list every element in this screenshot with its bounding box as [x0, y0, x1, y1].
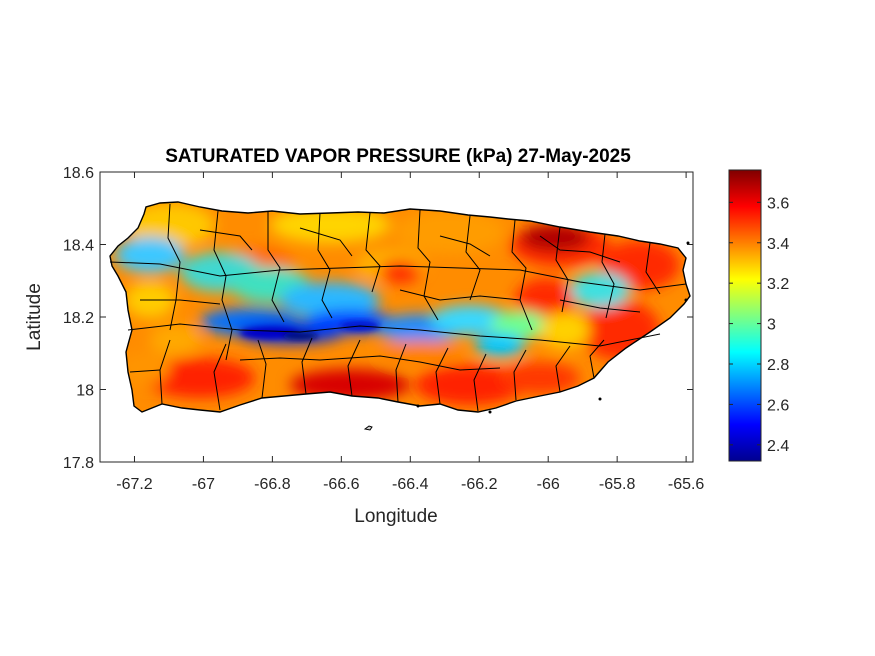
field-patch: [540, 312, 590, 348]
x-axis-label: Longitude: [354, 506, 437, 527]
municipality-boundary: [559, 299, 641, 313]
municipality-boundary: [301, 337, 313, 395]
field-patch: [380, 260, 420, 284]
field-patch: [500, 362, 580, 394]
colorbar: 3.6 3.4 3.2 3 2.8 2.6 2.4: [728, 169, 789, 462]
field-patch: [270, 207, 390, 243]
municipality-boundary: [399, 289, 521, 301]
field-patch: [145, 358, 255, 398]
colorbar-ticks: 3.6 3.4 3.2 3 2.8 2.6 2.4: [729, 195, 789, 455]
offshore-islets: [363, 241, 690, 431]
y-tick-label: 17.8: [63, 455, 94, 472]
field-patch: [120, 352, 170, 384]
x-tick-label: -66: [537, 476, 560, 493]
colorbar-tick-label: 2.8: [767, 357, 789, 374]
island-coastline: [109, 201, 691, 413]
field-patch: [490, 311, 550, 339]
field-patch: [395, 210, 505, 254]
municipality-boundary: [539, 235, 621, 263]
x-tick-label: -65.8: [599, 476, 636, 493]
coastal-islet: [416, 404, 420, 408]
colorbar-gradient: [728, 169, 762, 462]
municipality-boundary: [129, 369, 161, 373]
x-tick-label: -66.2: [461, 476, 498, 493]
colorbar-tick-label: 3.6: [767, 195, 789, 212]
field-patch: [475, 333, 525, 357]
municipality-boundary: [199, 229, 253, 251]
x-tick-label: -66.6: [323, 476, 360, 493]
islet-caja-de-muertos: [363, 425, 373, 431]
field-patch: [570, 272, 630, 308]
map-panel: [99, 171, 694, 463]
field-patch: [430, 305, 510, 335]
x-tick-label: -67: [192, 476, 215, 493]
field-patch: [380, 340, 460, 364]
x-tick-label: -66.8: [254, 476, 291, 493]
municipality-boundary: [267, 212, 285, 323]
municipality-boundary: [435, 347, 449, 405]
municipality-boundary: [555, 226, 569, 313]
x-axis-ticks: -67.2 -67 -66.8 -66.6 -66.4 -66.2 -66 -65.8 -65.…: [116, 172, 704, 493]
y-tick-label: 18.4: [63, 238, 94, 255]
municipality-boundary: [555, 345, 571, 393]
municipality-boundary: [347, 339, 361, 397]
y-tick-label: 18: [76, 383, 94, 400]
municipality-boundary: [167, 203, 181, 331]
field-patch: [115, 237, 185, 273]
coastal-islet: [598, 397, 602, 401]
municipality-boundary: [417, 209, 439, 321]
municipality-boundary: [109, 261, 687, 291]
municipality-boundary: [465, 215, 481, 301]
municipality-boundary: [213, 210, 233, 361]
y-axis-ticks: 18.6 18.4 18.2 18 17.8: [63, 165, 693, 472]
field-patch: [515, 278, 575, 322]
municipality-boundary: [601, 233, 615, 319]
colorbar-tick-label: 2.4: [767, 438, 789, 455]
field-patch: [125, 203, 215, 247]
y-tick-label: 18.6: [63, 165, 94, 182]
municipality-boundary: [317, 212, 333, 319]
colorbar-tick-label: 2.6: [767, 397, 789, 414]
field-patch: [415, 365, 525, 405]
x-tick-label: -67.2: [116, 476, 153, 493]
municipality-boundary: [140, 299, 221, 305]
y-axis-label: Latitude: [24, 283, 45, 351]
municipality-boundary: [513, 349, 527, 401]
municipality-boundary: [511, 219, 533, 331]
municipality-boundary: [473, 353, 487, 412]
municipality-boundaries: [109, 203, 687, 412]
coastal-islet: [686, 241, 690, 245]
field-patch: [280, 282, 380, 318]
colorbar-tick-label: 3: [767, 317, 776, 334]
municipality-boundary: [645, 242, 661, 295]
municipality-boundary: [589, 339, 605, 379]
colorbar-tick-label: 3.4: [767, 236, 789, 253]
x-tick-label: -66.4: [392, 476, 429, 493]
x-tick-label: -65.6: [668, 476, 705, 493]
field-patch: [150, 324, 200, 356]
municipality-boundary: [213, 343, 227, 411]
field-patch: [520, 224, 590, 252]
coastal-islet: [684, 298, 688, 302]
municipality-boundary: [299, 227, 353, 257]
field-patch-core: [282, 332, 318, 340]
colorbar-tick-label: 3.2: [767, 276, 789, 293]
municipality-boundary: [395, 343, 407, 403]
municipality-boundary: [365, 212, 381, 293]
vapor-pressure-field: [110, 202, 690, 412]
municipality-boundary: [127, 323, 661, 347]
municipality-boundary: [239, 355, 501, 371]
y-tick-label: 18.2: [63, 310, 94, 327]
municipality-boundary: [257, 339, 267, 399]
municipality-boundary: [439, 235, 491, 257]
chart-title: SATURATED VAPOR PRESSURE (kPa) 27-May-20…: [165, 146, 631, 167]
coastal-islet: [488, 410, 492, 414]
